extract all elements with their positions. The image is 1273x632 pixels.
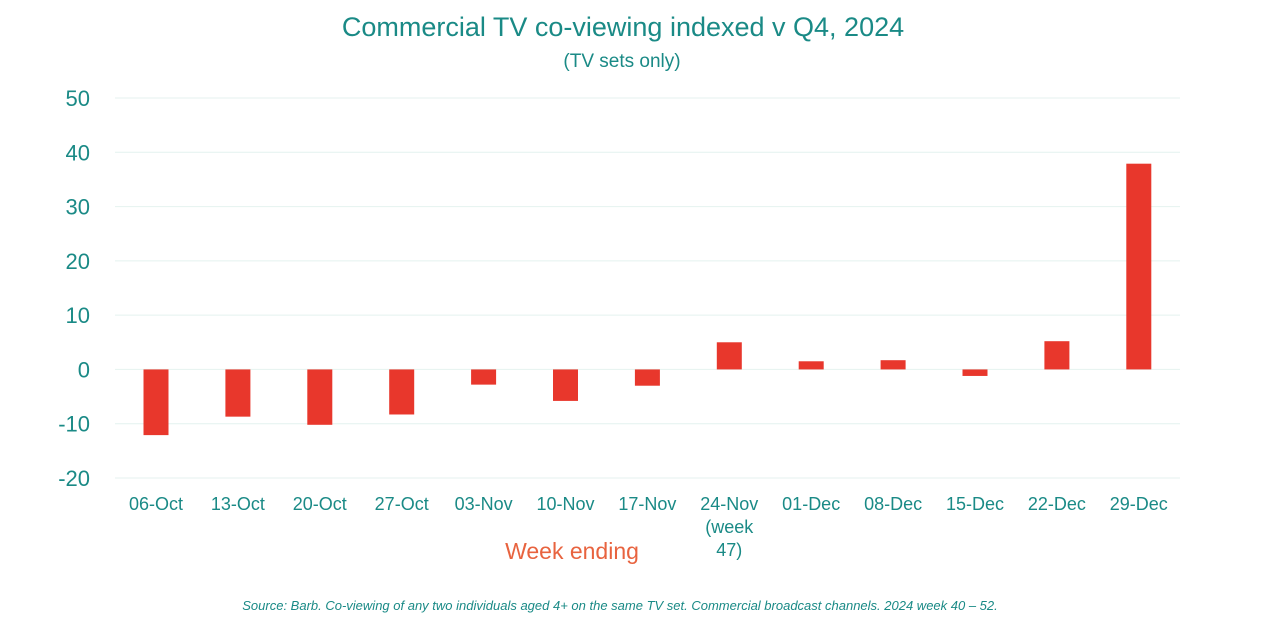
bar: [307, 369, 333, 425]
x-tick-label: 13-Oct: [211, 494, 265, 514]
x-tick-label: 01-Dec: [782, 494, 840, 514]
x-tick-label-line: 08-Dec: [864, 494, 922, 514]
y-tick-label: 0: [78, 357, 90, 382]
x-tick-label-line: 17-Nov: [618, 494, 676, 514]
x-tick-label: 20-Oct: [293, 494, 347, 514]
x-tick-label: 24-Nov (week 47): [700, 494, 758, 560]
x-tick-label-line: (week: [705, 517, 754, 537]
x-tick-label-line: 03-Nov: [455, 494, 513, 514]
bar: [880, 360, 906, 370]
bar: [225, 369, 251, 417]
y-tick-label: 50: [66, 86, 90, 111]
bar: [389, 369, 415, 415]
x-tick-label-line: 13-Oct: [211, 494, 265, 514]
x-tick-label: 27-Oct: [375, 494, 429, 514]
bar: [962, 369, 988, 376]
x-axis-label: Week ending: [505, 538, 639, 564]
y-tick-label: 20: [66, 249, 90, 274]
x-tick-label: 10-Nov: [536, 494, 594, 514]
x-tick-label-line: 47): [716, 540, 742, 560]
bar: [1044, 341, 1070, 370]
bar: [143, 369, 169, 436]
x-tick-label-line: 15-Dec: [946, 494, 1004, 514]
chart-subtitle: (TV sets only): [563, 51, 680, 72]
x-tick-label-line: 27-Oct: [375, 494, 429, 514]
x-tick-label: 03-Nov: [455, 494, 513, 514]
x-tick-label: 29-Dec: [1110, 494, 1168, 514]
bars: [143, 163, 1152, 436]
y-tick-label: 10: [66, 303, 90, 328]
x-tick-label: 17-Nov: [618, 494, 676, 514]
x-tick-label-line: 01-Dec: [782, 494, 840, 514]
x-tick-label-line: 22-Dec: [1028, 494, 1086, 514]
bar: [471, 369, 497, 385]
x-tick-label: 08-Dec: [864, 494, 922, 514]
gridlines: [115, 97, 1180, 479]
y-axis-ticks: 50 40 30 20 10 0 -10 -20: [58, 86, 90, 491]
x-axis-ticks: 06-Oct 13-Oct 20-Oct 27-Oct 03-Nov 10-Nov 17-N…: [129, 494, 1168, 560]
bar: [798, 361, 824, 370]
y-tick-label: -10: [58, 412, 90, 437]
x-tick-label-line: 10-Nov: [536, 494, 594, 514]
y-tick-label: 30: [66, 195, 90, 220]
bar: [1126, 163, 1152, 370]
bar: [634, 369, 660, 386]
chart-title: Commercial TV co-viewing indexed v Q4, 2…: [342, 12, 904, 42]
bar: [716, 342, 742, 370]
bar: [553, 369, 578, 401]
x-tick-label: 22-Dec: [1028, 494, 1086, 514]
x-tick-label-line: 06-Oct: [129, 494, 183, 514]
x-tick-label-line: 29-Dec: [1110, 494, 1168, 514]
x-tick-label: 06-Oct: [129, 494, 183, 514]
y-tick-label: 40: [66, 140, 90, 165]
x-tick-label-line: 24-Nov: [700, 494, 758, 514]
y-tick-label: -20: [58, 466, 90, 491]
x-tick-label: 15-Dec: [946, 494, 1004, 514]
source-note: Source: Barb. Co-viewing of any two indi…: [242, 598, 998, 613]
x-tick-label-line: 20-Oct: [293, 494, 347, 514]
